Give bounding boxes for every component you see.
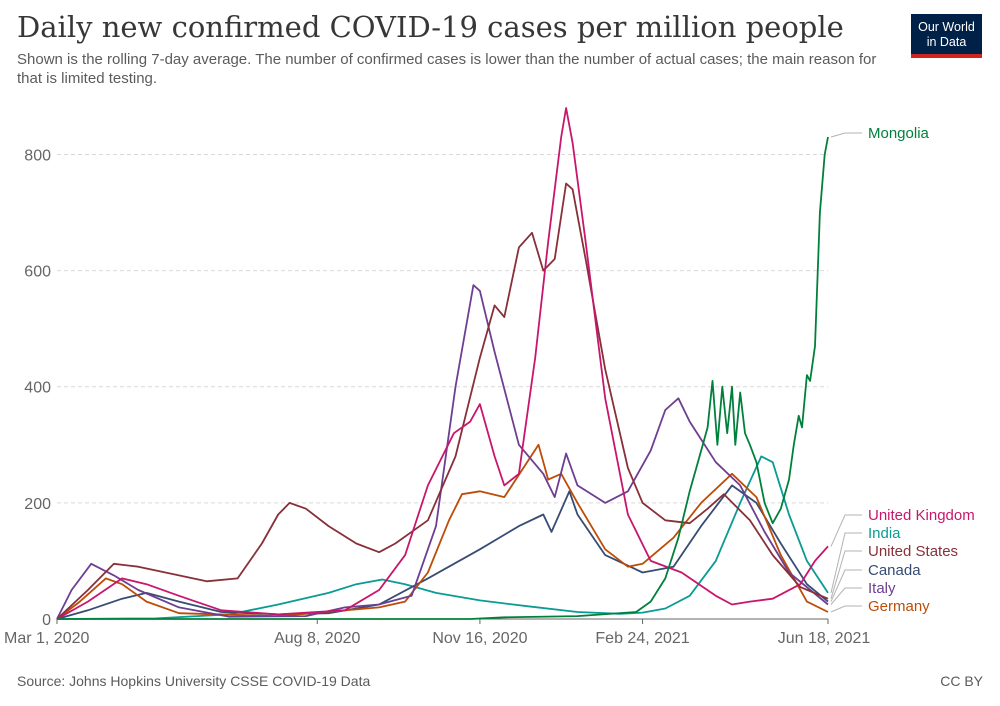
series-line-united-states[interactable] <box>56 182 829 620</box>
owid-logo[interactable]: Our World in Data <box>911 14 982 58</box>
y-tick-label: 200 <box>24 496 51 513</box>
logo-line-1: Our World <box>918 20 975 34</box>
y-tick-label: 800 <box>24 147 51 164</box>
series-line-mongolia[interactable] <box>57 136 829 620</box>
series-line-united-kingdom[interactable] <box>56 107 829 620</box>
legend-label-united-kingdom[interactable]: United Kingdom <box>868 507 975 524</box>
series-line-canada[interactable] <box>56 484 829 620</box>
legend-leader-italy <box>830 587 862 605</box>
legend-label-canada[interactable]: Canada <box>868 562 921 579</box>
legend-label-mongolia[interactable]: Mongolia <box>868 125 930 142</box>
series-line-india[interactable] <box>56 455 829 620</box>
legend-label-india[interactable]: India <box>868 525 901 542</box>
chart-subtitle: Shown is the rolling 7-day average. The … <box>17 51 877 87</box>
y-tick-label: 0 <box>42 612 51 629</box>
series-line-italy[interactable] <box>56 284 829 620</box>
legend-leader-germany <box>830 605 862 613</box>
chart-title: Daily new confirmed COVID-19 cases per m… <box>17 10 844 44</box>
legend-leader-united-kingdom <box>830 514 862 547</box>
x-tick-label: Feb 24, 2021 <box>595 630 689 647</box>
legend-label-germany[interactable]: Germany <box>868 598 930 615</box>
legend-label-united-states[interactable]: United States <box>868 543 958 560</box>
series-layer <box>56 107 829 620</box>
legend-leader-canada <box>830 569 862 602</box>
logo-line-2: in Data <box>926 35 967 49</box>
x-tick-label: Mar 1, 2020 <box>4 630 89 647</box>
legend-leader-mongolia <box>830 132 862 138</box>
license-link[interactable]: CC BY <box>940 673 983 689</box>
legend-label-italy[interactable]: Italy <box>868 580 896 597</box>
series-line-germany[interactable] <box>56 443 829 620</box>
source-note: Source: Johns Hopkins University CSSE CO… <box>17 673 371 689</box>
x-tick-label: Nov 16, 2020 <box>432 630 527 647</box>
y-tick-label: 600 <box>24 264 51 281</box>
y-tick-label: 400 <box>24 380 51 397</box>
x-tick-label: Aug 8, 2020 <box>274 630 360 647</box>
legend-leader-united-states <box>830 550 862 599</box>
legend-leader-india <box>830 532 862 594</box>
x-tick-label: Jun 18, 2021 <box>778 630 871 647</box>
